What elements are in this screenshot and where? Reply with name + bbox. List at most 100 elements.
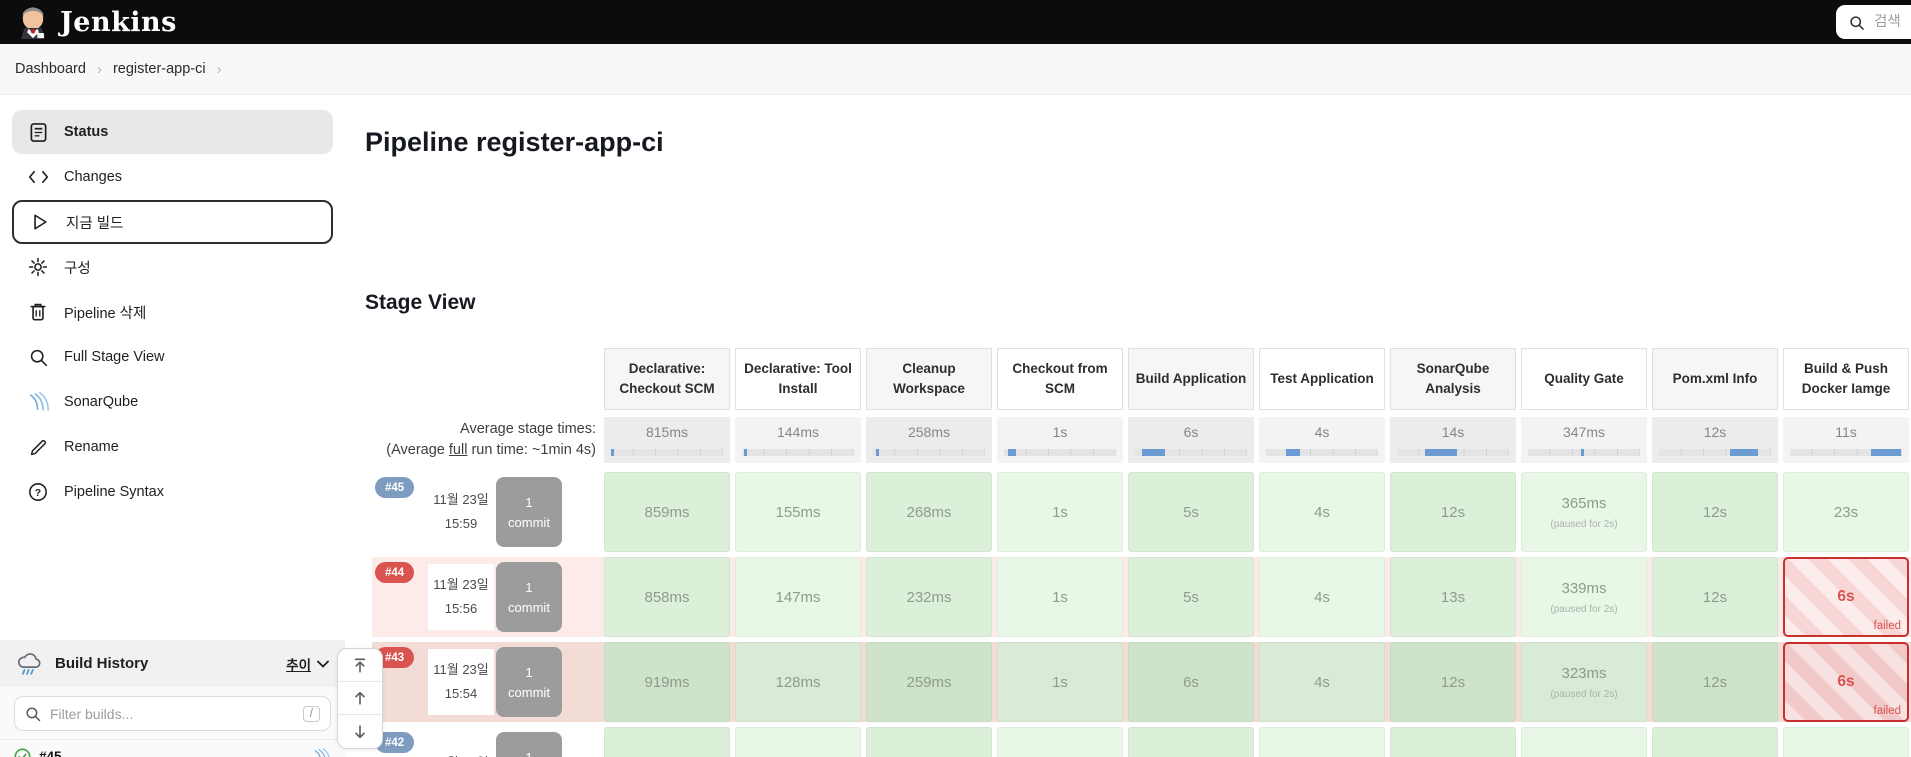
- scroll-to-top-button[interactable]: [338, 649, 382, 682]
- stage-average-value: 6s: [1183, 424, 1199, 440]
- sidebar-item-status[interactable]: Status: [12, 110, 333, 154]
- stage-cell[interactable]: 12s: [1652, 557, 1778, 637]
- stage-cell[interactable]: 23s: [1783, 472, 1909, 552]
- chevron-down-icon: [317, 660, 329, 668]
- run-date-time[interactable]: 11월 23일: [428, 734, 494, 757]
- stage-cell[interactable]: 12s: [1390, 642, 1516, 722]
- stage-cell[interactable]: [735, 727, 861, 757]
- sidebar-item-configure[interactable]: 구성: [12, 245, 333, 289]
- stage-average-cell: 347ms: [1521, 417, 1647, 463]
- stage-cell[interactable]: 232ms: [866, 557, 992, 637]
- stage-cell[interactable]: [1390, 727, 1516, 757]
- stage-cell[interactable]: 128ms: [735, 642, 861, 722]
- pencil-icon: [27, 438, 49, 457]
- stage-cells: 859ms 155ms 268ms 1s 5s 4s 12s 365ms (paused for…: [604, 472, 1909, 552]
- breadcrumb-job[interactable]: register-app-ci: [112, 61, 206, 77]
- build-history-row-45[interactable]: #45 2023. 11. 23. 오전 6:59: [0, 739, 345, 757]
- stage-cell[interactable]: 1s: [997, 642, 1123, 722]
- chevron-right-icon: ›: [216, 60, 222, 78]
- stage-cell[interactable]: [1652, 727, 1778, 757]
- average-label-line: Average stage times:: [460, 421, 596, 437]
- stage-cell[interactable]: 12s: [1652, 472, 1778, 552]
- stage-cell[interactable]: 6s: [1128, 642, 1254, 722]
- sidebar-item-sonarqube[interactable]: SonarQube: [12, 380, 333, 424]
- build-filter-input[interactable]: [50, 705, 294, 722]
- stage-cell[interactable]: [604, 727, 730, 757]
- build-filter-box[interactable]: /: [14, 696, 331, 731]
- stage-average-bar: [1266, 449, 1378, 456]
- stage-cell[interactable]: 155ms: [735, 472, 861, 552]
- stage-average-cell: 4s: [1259, 417, 1385, 463]
- stage-average-bar-fill: [1425, 449, 1458, 456]
- stage-cell-failed[interactable]: 6s failed: [1783, 557, 1909, 637]
- build-history-panel: Build History 추이 /: [0, 640, 345, 757]
- stage-cell[interactable]: 5s: [1128, 472, 1254, 552]
- stage-average-bar-fill: [876, 449, 880, 456]
- full-run-link[interactable]: full: [448, 441, 468, 458]
- build-link[interactable]: #45: [39, 749, 62, 757]
- stage-cell[interactable]: 1s: [997, 472, 1123, 552]
- stage-cell[interactable]: 259ms: [866, 642, 992, 722]
- trend-link[interactable]: 추이: [286, 654, 329, 674]
- stage-average-bar: [1790, 449, 1902, 456]
- sidebar-item-rename[interactable]: Rename: [12, 425, 333, 469]
- stage-cell[interactable]: 859ms: [604, 472, 730, 552]
- sidebar-item-build-now[interactable]: 지금 빌드: [12, 200, 333, 244]
- stage-cell[interactable]: 339ms (paused for 2s): [1521, 557, 1647, 637]
- run-badge[interactable]: #44: [375, 562, 415, 583]
- jenkins-home-link[interactable]: Jenkins: [16, 5, 177, 39]
- sidebar-item-delete-pipeline[interactable]: Pipeline 삭제: [12, 290, 333, 334]
- global-search-box[interactable]: [1836, 5, 1911, 39]
- stage-cell[interactable]: 12s: [1390, 472, 1516, 552]
- stage-cell[interactable]: [1521, 727, 1647, 757]
- stage-cell[interactable]: 268ms: [866, 472, 992, 552]
- stage-cell[interactable]: 919ms: [604, 642, 730, 722]
- stage-cell-value: 128ms: [775, 673, 821, 691]
- commit-count: 1: [525, 579, 533, 595]
- scroll-up-button[interactable]: [338, 682, 382, 715]
- stage-cell[interactable]: [1783, 727, 1909, 757]
- average-stage-times-label: Average stage times: (Average full run t…: [340, 419, 596, 460]
- stage-cell-value: 155ms: [775, 503, 821, 521]
- stage-cell[interactable]: 4s: [1259, 557, 1385, 637]
- run-badge[interactable]: #43: [375, 647, 415, 668]
- sidebar-item-changes[interactable]: Changes: [12, 155, 333, 199]
- sidebar-item-label: 지금 빌드: [66, 215, 124, 232]
- stage-cell[interactable]: 858ms: [604, 557, 730, 637]
- stage-cell[interactable]: 147ms: [735, 557, 861, 637]
- stage-cell-failed-label: failed: [1873, 620, 1902, 632]
- stage-cell-failed[interactable]: 6s failed: [1783, 642, 1909, 722]
- run-date-time[interactable]: 11월 23일 15:56: [428, 564, 494, 630]
- stage-cell[interactable]: 323ms (paused for 2s): [1521, 642, 1647, 722]
- scroll-down-button[interactable]: [338, 715, 382, 748]
- run-badge[interactable]: #42: [375, 732, 415, 753]
- status-icon: [27, 122, 49, 143]
- commit-label: commit: [508, 684, 550, 700]
- stage-cell[interactable]: 12s: [1652, 642, 1778, 722]
- sidebar-item-pipeline-syntax[interactable]: ? Pipeline Syntax: [12, 470, 333, 514]
- run-commit-box[interactable]: 1 commit: [496, 562, 562, 632]
- run-date-time[interactable]: 11월 23일 15:59: [428, 479, 494, 545]
- stage-cell[interactable]: 5s: [1128, 557, 1254, 637]
- sonarqube-report-icon[interactable]: [312, 748, 331, 757]
- stage-cell[interactable]: 4s: [1259, 472, 1385, 552]
- stage-cell[interactable]: [1259, 727, 1385, 757]
- stage-run-row-42: #42 11월 23일1commit: [372, 727, 1911, 757]
- stage-cell[interactable]: 4s: [1259, 642, 1385, 722]
- stage-cell-value: 6s: [1837, 673, 1855, 690]
- stage-cell[interactable]: [997, 727, 1123, 757]
- stage-cell[interactable]: [1128, 727, 1254, 757]
- stage-cell[interactable]: [866, 727, 992, 757]
- stage-cell[interactable]: 13s: [1390, 557, 1516, 637]
- sidebar-item-full-stage-view[interactable]: Full Stage View: [12, 335, 333, 379]
- stage-cell[interactable]: 365ms (paused for 2s): [1521, 472, 1647, 552]
- run-date-time[interactable]: 11월 23일 15:54: [428, 649, 494, 715]
- global-search-input[interactable]: [1874, 14, 1911, 30]
- commit-label: commit: [508, 599, 550, 615]
- run-badge[interactable]: #45: [375, 477, 415, 498]
- stage-cell[interactable]: 1s: [997, 557, 1123, 637]
- breadcrumb-dashboard[interactable]: Dashboard: [15, 61, 86, 77]
